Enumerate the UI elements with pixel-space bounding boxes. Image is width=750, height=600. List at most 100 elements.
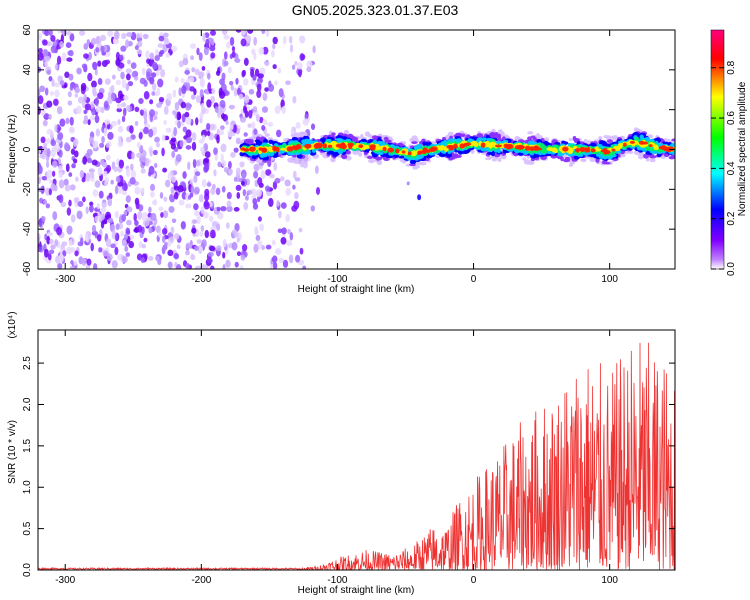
signal-cell bbox=[411, 135, 418, 141]
noise-speckle bbox=[187, 161, 191, 171]
noise-speckle bbox=[123, 183, 128, 192]
signal-cell bbox=[401, 150, 406, 154]
noise-speckle bbox=[92, 61, 98, 71]
noise-speckle bbox=[116, 158, 120, 167]
noise-speckle bbox=[44, 30, 50, 37]
snr-frame bbox=[37, 329, 676, 571]
snr-x-label: Height of straight line (km) bbox=[298, 585, 415, 596]
noise-speckle bbox=[136, 32, 140, 39]
noise-speckle bbox=[126, 206, 133, 213]
noise-speckle bbox=[59, 118, 66, 127]
noise-speckle bbox=[45, 161, 50, 168]
noise-speckle bbox=[208, 45, 216, 52]
noise-speckle bbox=[217, 161, 222, 168]
noise-speckle bbox=[126, 73, 131, 81]
signal-cell bbox=[671, 138, 675, 142]
noise-speckle bbox=[45, 203, 51, 209]
noise-speckle bbox=[236, 237, 240, 243]
noise-speckle bbox=[216, 245, 222, 252]
signal-cell bbox=[611, 135, 619, 141]
noise-speckle bbox=[57, 132, 64, 141]
signal-cell bbox=[562, 146, 569, 152]
signal-cell bbox=[484, 140, 491, 147]
signal-cell bbox=[629, 140, 635, 144]
noise-speckle bbox=[271, 255, 278, 263]
noise-speckle bbox=[106, 253, 113, 261]
noise-speckle bbox=[272, 36, 278, 45]
noise-speckle bbox=[281, 227, 287, 235]
noise-speckle bbox=[231, 241, 238, 251]
noise-speckle bbox=[159, 49, 165, 55]
noise-speckle bbox=[293, 200, 300, 210]
noise-speckle bbox=[154, 136, 160, 143]
noise-speckle bbox=[207, 258, 213, 264]
signal-cell bbox=[624, 150, 630, 154]
noise-speckle bbox=[88, 136, 94, 144]
noise-speckle bbox=[185, 115, 192, 125]
noise-speckle bbox=[134, 45, 139, 51]
noise-speckle bbox=[265, 169, 272, 176]
noise-speckle bbox=[240, 254, 246, 261]
noise-speckle bbox=[130, 134, 136, 140]
noise-speckle bbox=[253, 128, 258, 135]
noise-speckle bbox=[191, 227, 197, 234]
noise-speckle bbox=[302, 118, 309, 126]
noise-speckle bbox=[92, 189, 99, 197]
noise-speckle bbox=[114, 30, 120, 40]
signal-cell bbox=[275, 146, 280, 153]
noise-speckle bbox=[193, 174, 198, 184]
noise-speckle bbox=[220, 143, 227, 153]
signal-cell bbox=[494, 144, 502, 148]
noise-speckle bbox=[46, 69, 51, 75]
signal-cell bbox=[343, 129, 350, 135]
noise-speckle bbox=[194, 245, 199, 252]
noise-speckle bbox=[61, 52, 67, 62]
signal-cell bbox=[546, 147, 553, 151]
noise-speckle bbox=[38, 235, 41, 245]
noise-speckle bbox=[58, 179, 65, 189]
noise-speckle bbox=[260, 170, 266, 180]
noise-speckle bbox=[94, 180, 101, 188]
noise-speckle bbox=[44, 55, 51, 62]
signal-outlier bbox=[406, 181, 410, 186]
noise-speckle bbox=[134, 121, 139, 127]
noise-speckle bbox=[59, 80, 65, 86]
noise-speckle bbox=[208, 123, 216, 131]
y-tick-label: 40 bbox=[22, 64, 33, 76]
noise-speckle bbox=[50, 183, 56, 192]
noise-speckle bbox=[199, 112, 204, 119]
signal-cell bbox=[435, 155, 441, 159]
noise-speckle bbox=[173, 185, 180, 191]
noise-speckle bbox=[47, 231, 53, 237]
noise-speckle bbox=[233, 147, 239, 153]
noise-speckle bbox=[115, 175, 121, 183]
noise-speckle bbox=[226, 191, 232, 200]
signal-cell bbox=[416, 161, 424, 166]
spectrogram-y-label: Frequency (Hz) bbox=[7, 115, 18, 184]
noise-speckle bbox=[302, 265, 307, 269]
noise-speckle bbox=[83, 43, 89, 50]
signal-cell bbox=[649, 158, 656, 163]
noise-speckle bbox=[92, 140, 99, 149]
noise-speckle bbox=[38, 52, 44, 61]
noise-speckle bbox=[140, 155, 146, 163]
noise-speckle bbox=[39, 197, 44, 204]
noise-speckle bbox=[253, 170, 259, 179]
noise-speckle bbox=[58, 253, 64, 263]
noise-speckle bbox=[223, 166, 229, 173]
noise-speckle bbox=[182, 58, 189, 66]
noise-speckle bbox=[228, 104, 235, 110]
noise-speckle bbox=[290, 128, 294, 136]
noise-speckle bbox=[141, 211, 148, 221]
noise-speckle bbox=[69, 85, 74, 91]
noise-speckle bbox=[80, 82, 87, 91]
noise-speckle bbox=[102, 250, 109, 257]
colorbar-tick-label: 0.2 bbox=[726, 211, 737, 225]
noise-speckle bbox=[58, 194, 64, 204]
noise-speckle bbox=[276, 129, 282, 138]
noise-speckle bbox=[76, 105, 82, 115]
noise-speckle bbox=[81, 177, 86, 183]
colorbar-tick-label: 0.0 bbox=[726, 262, 737, 276]
noise-speckle bbox=[62, 250, 67, 257]
noise-speckle bbox=[101, 213, 105, 220]
